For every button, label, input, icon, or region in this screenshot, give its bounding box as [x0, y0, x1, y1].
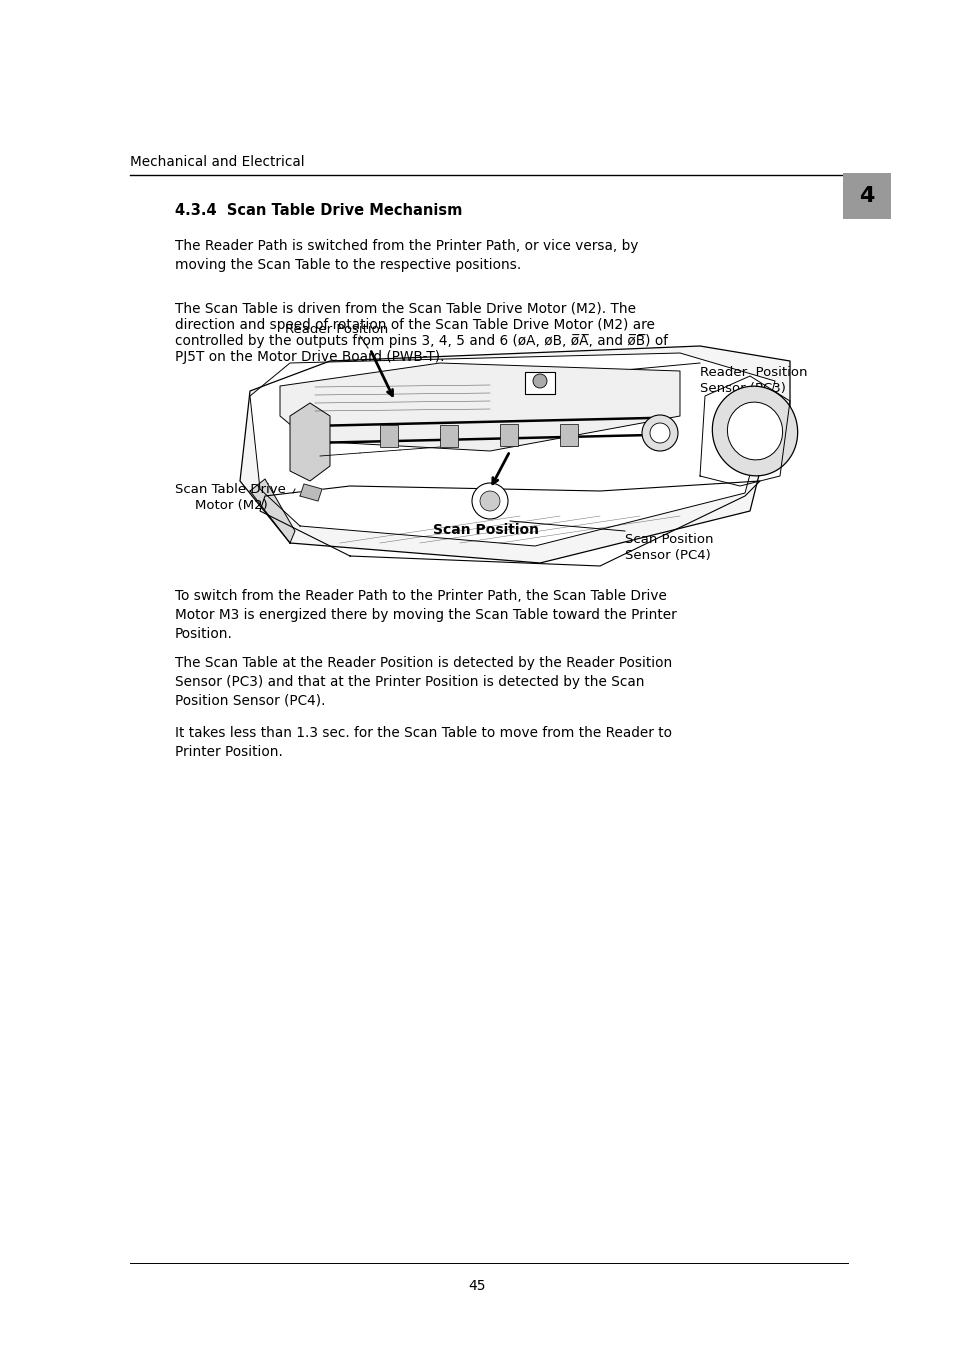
Polygon shape	[250, 480, 294, 543]
Polygon shape	[250, 353, 774, 546]
Text: Mechanical and Electrical: Mechanical and Electrical	[130, 155, 304, 169]
Text: PJ5T on the Motor Drive Board (PWB-T).: PJ5T on the Motor Drive Board (PWB-T).	[174, 350, 444, 365]
Bar	[499, 424, 517, 446]
Bar	[439, 424, 457, 446]
Text: Reader Position: Reader Position	[285, 323, 388, 336]
Text: 4.3.4  Scan Table Drive Mechanism: 4.3.4 Scan Table Drive Mechanism	[174, 203, 462, 218]
Text: Scan Position: Scan Position	[433, 523, 538, 536]
Ellipse shape	[726, 403, 781, 459]
Bar	[842, 173, 890, 219]
Circle shape	[641, 415, 678, 451]
Polygon shape	[280, 363, 679, 451]
Bar	[524, 372, 555, 394]
Text: To switch from the Reader Path to the Printer Path, the Scan Table Drive
Motor M: To switch from the Reader Path to the Pr…	[174, 589, 676, 640]
Text: direction and speed of rotation of the Scan Table Drive Motor (M2) are: direction and speed of rotation of the S…	[174, 317, 654, 331]
Text: Motor (M2): Motor (M2)	[194, 499, 268, 512]
Text: Reader  Position
Sensor (PC3): Reader Position Sensor (PC3)	[700, 366, 806, 394]
Text: It takes less than 1.3 sec. for the Scan Table to move from the Reader to
Printe: It takes less than 1.3 sec. for the Scan…	[174, 725, 671, 759]
Text: Scan Table Drive: Scan Table Drive	[174, 484, 286, 496]
Circle shape	[472, 484, 507, 519]
Text: The Scan Table is driven from the Scan Table Drive Motor (M2). The: The Scan Table is driven from the Scan T…	[174, 301, 636, 315]
Bar	[559, 423, 578, 446]
Polygon shape	[299, 484, 322, 501]
Text: The Reader Path is switched from the Printer Path, or vice versa, by
moving the : The Reader Path is switched from the Pri…	[174, 239, 638, 272]
Bar	[379, 426, 397, 447]
Polygon shape	[240, 346, 789, 563]
Ellipse shape	[712, 386, 797, 476]
Polygon shape	[290, 403, 330, 481]
Text: Scan Position
Sensor (PC4): Scan Position Sensor (PC4)	[624, 534, 713, 562]
Text: 45: 45	[468, 1279, 485, 1293]
Text: The Scan Table at the Reader Position is detected by the Reader Position
Sensor : The Scan Table at the Reader Position is…	[174, 657, 672, 708]
Circle shape	[479, 490, 499, 511]
Circle shape	[533, 374, 546, 388]
Circle shape	[649, 423, 669, 443]
Text: 4: 4	[859, 186, 874, 205]
Text: controlled by the outputs from pins 3, 4, 5 and 6 (øA, øB, ø̅A̅, and ø̅B̅) of: controlled by the outputs from pins 3, 4…	[174, 334, 667, 349]
